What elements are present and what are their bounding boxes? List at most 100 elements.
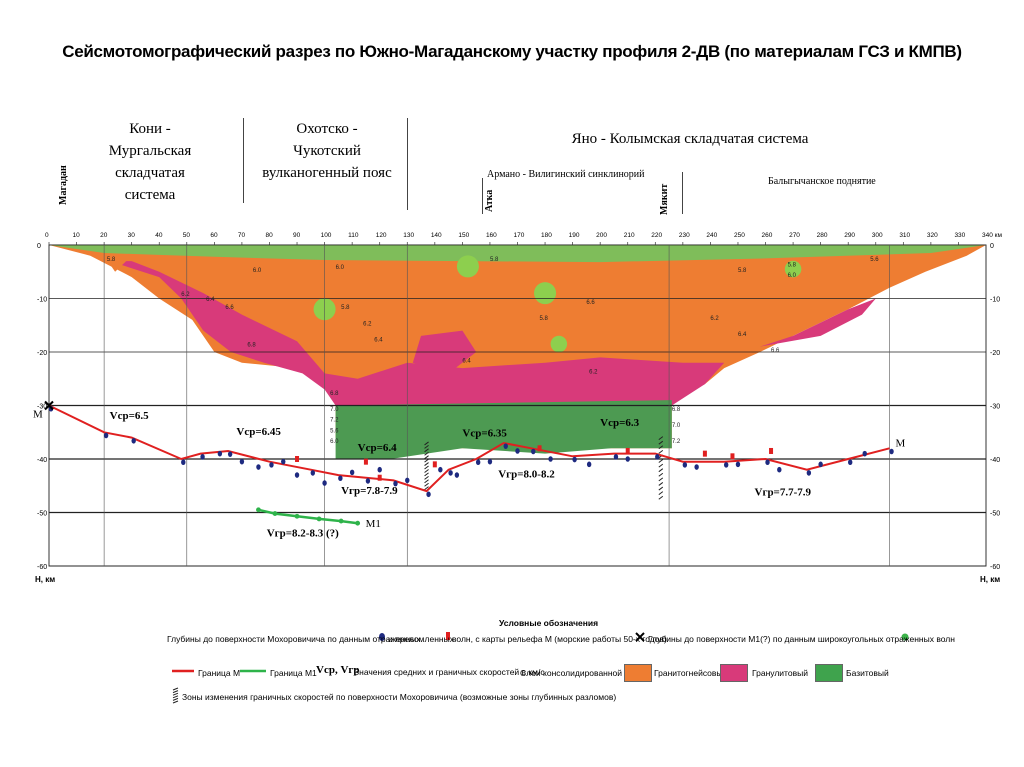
x-tick-label-9: 90 [293, 232, 301, 239]
x-tick-label-16: 160 [486, 232, 497, 239]
depth-tick-right-5: -50 [990, 511, 1000, 518]
layer-velocity-label-20: 7.2 [330, 418, 339, 424]
region-divider-3 [482, 178, 483, 214]
layer-velocity-label-2: 6.2 [181, 292, 190, 298]
depth-tick-left-4: -40 [37, 457, 47, 464]
region-balygychan: Балыгычанское поднятие [768, 176, 876, 187]
layer-velocity-label-14: 6.0 [788, 273, 797, 279]
legend-boundary-m-label: Граница М [198, 668, 241, 678]
legend-fault-hatch-4 [172, 697, 179, 701]
layer-velocity-label-4: 6.6 [225, 305, 234, 311]
x-tick-label-11: 110 [348, 232, 359, 239]
layer-velocity-label-17: 6.6 [586, 300, 595, 306]
layer-top-green [49, 245, 986, 263]
refracted-point-1 [363, 458, 368, 465]
reflected-point-19 [682, 462, 688, 468]
fault-zone-1-hatch-0 [658, 436, 664, 441]
layer-velocity-label-15: 5.6 [870, 257, 879, 263]
layer-velocity-label-21: 5.6 [330, 428, 339, 434]
fault-zone-0-hatch-12 [424, 482, 429, 487]
layer-velocity-label-19: 7.0 [330, 407, 339, 413]
legend-fault-hatch-5 [172, 700, 179, 704]
legend-granulite-swatch [720, 664, 748, 682]
legend-heading: Условные обозначения [499, 618, 599, 628]
x-tick-label-23: 230 [679, 232, 690, 239]
reflected-point-8 [338, 475, 343, 482]
refracted-point-5 [625, 447, 630, 454]
legend-fault-hatch-2 [172, 692, 179, 696]
depth-tick-left-0: 0 [37, 243, 41, 250]
fault-zone-0-hatch-8 [424, 469, 429, 473]
layer-velocity-label-26: 5.8 [490, 257, 499, 263]
layer-velocity-label-27: 5.8 [738, 268, 747, 274]
reflected-point-24 [889, 448, 894, 455]
fault-zone-0-hatch-10 [424, 475, 429, 480]
x-tick-label-30: 300 [872, 232, 883, 239]
reflected-extra-4 [294, 472, 300, 478]
velocity-annotation-7: Vгр=7.7-7.9 [755, 486, 812, 498]
layer-granulite [109, 261, 876, 411]
reflected-point-5 [227, 451, 233, 457]
layer-velocity-label-13: 6.4 [738, 332, 747, 338]
layer-velocity-label-10: 6.4 [462, 359, 471, 365]
legend-basite: Базитовый [846, 668, 889, 678]
depth-tick-right-1: -10 [990, 297, 1000, 304]
axis-label-left: Н, км [35, 575, 55, 584]
x-tick-label-7: 70 [238, 232, 246, 239]
label-m1: M1 [366, 518, 381, 530]
layer-small-pocket [104, 255, 127, 272]
reflected-extra-18 [777, 466, 782, 473]
fault-zone-1-hatch-5 [658, 459, 664, 463]
x-tick-label-18: 180 [541, 232, 552, 239]
legend-layers-label: Слои консолидированной коры: [520, 668, 647, 678]
layer-velocity-label-25: 7.2 [672, 439, 681, 445]
basite-lens-3 [784, 260, 802, 278]
m1-point-2 [294, 513, 300, 519]
layer-velocity-label-9: 6.4 [374, 337, 383, 343]
reflected-extra-15 [625, 456, 630, 462]
axis-label-right: Н, км [980, 575, 1000, 584]
fault-zone-0-hatch-13 [424, 486, 429, 491]
legend-granite: Гранитогнейсовый [654, 668, 728, 678]
m1-point-3 [316, 516, 322, 522]
reflected-extra-14 [586, 461, 592, 468]
reflected-extra-7 [377, 466, 382, 473]
x-tick-label-8: 80 [265, 232, 273, 239]
layer-velocity-label-29: 6.6 [771, 348, 780, 354]
legend-row1c: волн, с карты рельефа М (морские работы … [452, 634, 667, 644]
x-tick-label-31: 310 [899, 232, 910, 239]
basite-lens-1 [534, 282, 557, 305]
reflected-extra-8 [405, 477, 410, 484]
fault-zone-0-hatch-7 [424, 465, 429, 470]
legend-velocity-text: Значения средних и граничных скоростей в… [354, 667, 545, 677]
fault-zone-0-hatch-0 [424, 441, 429, 446]
x-tick-label-20: 200 [596, 232, 607, 239]
reflected-extra-20 [862, 450, 867, 457]
layer-velocity-label-1: 6.0 [253, 268, 262, 274]
layer-velocity-label-7: 5.8 [341, 305, 350, 311]
x-tick-label-26: 260 [762, 232, 773, 239]
velocity-annotation-8: Vгр=8.2-8.3 (?) [267, 528, 339, 540]
depth-tick-right-4: -40 [990, 457, 1000, 464]
fault-zone-0-hatch-2 [424, 448, 429, 453]
x-tick-label-22: 220 [651, 232, 662, 239]
m1-point-4 [338, 518, 344, 524]
marine-marker-b [44, 400, 54, 411]
layer-velocity-label-0: 5.8 [107, 257, 116, 263]
depth-tick-right-2: -20 [990, 350, 1000, 357]
reflected-point-6 [269, 462, 274, 468]
legend-granulite: Гранулитовый [752, 668, 808, 678]
x-tick-label-29: 290 [844, 232, 855, 239]
velocity-annotation-3: Vср=6.35 [462, 428, 507, 440]
velocity-annotation-2: Vср=6.4 [358, 442, 397, 454]
fault-zone-1-hatch-11 [658, 486, 664, 491]
region-armano: Армано - Вилигинский синклинорий [487, 169, 645, 180]
m1-point-5 [355, 520, 361, 526]
legend-row1b: и преломленных [388, 634, 454, 644]
legend-row3: Зоны изменения граничных скоростей по по… [182, 692, 617, 702]
fault-zone-1-hatch-8 [658, 472, 664, 477]
region-yano: Яно - Колымская складчатая система [571, 131, 809, 147]
x-tick-label-32: 320 [927, 232, 938, 239]
reflected-point-18 [655, 454, 660, 460]
